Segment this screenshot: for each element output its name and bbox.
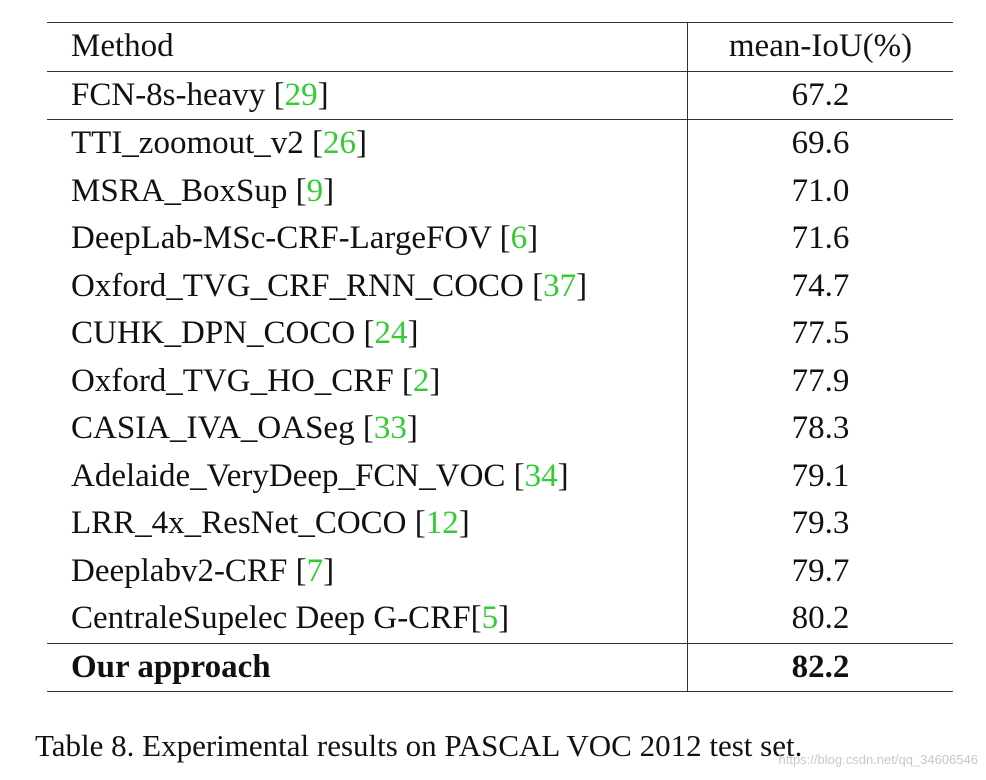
score-cell: 79.7	[791, 552, 850, 589]
score-cell: 71.6	[791, 220, 850, 256]
table-row: Adelaide_VeryDeep_FCN_VOC [34] 79.1	[47, 452, 953, 500]
header-metric: mean-IoU(%)	[687, 22, 953, 71]
score-cell: 79.1	[791, 457, 850, 494]
method-name: Adelaide_VeryDeep_FCN_VOC	[71, 457, 514, 494]
table-row: LRR_4x_ResNet_COCO [12] 79.3	[47, 500, 953, 548]
score-cell: 69.6	[687, 119, 953, 168]
citation-link[interactable]: 26	[323, 125, 357, 161]
method-name: TTI_zoomout_v2	[71, 125, 313, 161]
citation-link[interactable]: 24	[374, 315, 408, 351]
method-name: LRR_4x_ResNet_COCO	[71, 505, 415, 541]
score-cell: 67.2	[687, 70, 953, 120]
method-cell: CUHK_DPN_COCO [24]	[47, 310, 688, 358]
table-caption: Table 8. Experimental results on PASCAL …	[35, 728, 803, 763]
method-cell: LRR_4x_ResNet_COCO [12]	[47, 500, 688, 548]
our-approach-row: Our approach 82.2	[47, 642, 953, 692]
citation-link[interactable]: 12	[425, 505, 459, 541]
method-cell: Oxford_TVG_CRF_RNN_COCO [37]	[47, 262, 688, 310]
table-row: MSRA_BoxSup [9] 71.0	[47, 167, 953, 215]
method-cell: DeepLab-MSc-CRF-LargeFOV [6]	[47, 215, 688, 263]
score-cell: 77.9	[791, 362, 850, 399]
results-table: Method mean-IoU(%) FCN-8s-heavy [29] 67.…	[47, 22, 953, 692]
our-approach-score: 82.2	[687, 642, 953, 692]
method-cell: CASIA_IVA_OASeg [33]	[47, 405, 688, 453]
citation-link[interactable]: 29	[284, 76, 318, 113]
score-cell: 74.7	[791, 267, 850, 304]
table-row: FCN-8s-heavy [29] 67.2	[47, 70, 953, 120]
citation-link[interactable]: 37	[543, 267, 577, 304]
method-cell: Deeplabv2-CRF [7]	[47, 547, 688, 595]
citation-link[interactable]: 34	[524, 457, 558, 494]
table-row: Deeplabv2-CRF [7] 79.7	[47, 547, 953, 595]
citation-link[interactable]: 5	[481, 600, 499, 636]
method-cell: Adelaide_VeryDeep_FCN_VOC [34]	[47, 452, 688, 500]
citation-link[interactable]: 9	[306, 172, 324, 209]
our-approach-name: Our approach	[47, 642, 688, 692]
score-cell: 78.3	[791, 410, 850, 446]
method-name: Deeplabv2-CRF	[71, 552, 296, 589]
table-row: DeepLab-MSc-CRF-LargeFOV [6] 71.6	[47, 215, 953, 263]
method-cell: Oxford_TVG_HO_CRF [2]	[47, 357, 688, 405]
table-row: CASIA_IVA_OASeg [33] 78.3	[47, 405, 953, 453]
method-name: CentraleSupelec Deep G-CRF	[71, 600, 471, 636]
table-row: Oxford_TVG_CRF_RNN_COCO [37] 74.7	[47, 262, 953, 310]
score-cell: 71.0	[791, 172, 850, 209]
citation-link[interactable]: 7	[306, 552, 324, 589]
method-name: Oxford_TVG_CRF_RNN_COCO	[71, 267, 533, 304]
method-name: CASIA_IVA_OASeg	[71, 410, 363, 446]
method-cell: TTI_zoomout_v2 [26]	[47, 119, 688, 168]
header-method: Method	[47, 22, 688, 71]
table-row: CentraleSupelec Deep G-CRF[5] 80.2	[47, 595, 953, 643]
table-row: Oxford_TVG_HO_CRF [2] 77.9	[47, 357, 953, 405]
method-name: DeepLab-MSc-CRF-LargeFOV	[71, 220, 500, 256]
citation-link[interactable]: 6	[510, 220, 528, 256]
table-header-row: Method mean-IoU(%)	[47, 22, 953, 71]
table-row: CUHK_DPN_COCO [24] 77.5	[47, 310, 953, 358]
method-name: FCN-8s-heavy	[71, 76, 274, 113]
citation-link[interactable]: 2	[412, 362, 430, 399]
score-cell: 80.2	[791, 600, 850, 636]
method-name: MSRA_BoxSup	[71, 172, 296, 209]
citation-link[interactable]: 33	[373, 410, 407, 446]
method-name: Oxford_TVG_HO_CRF	[71, 362, 402, 399]
score-cell: 79.3	[791, 505, 850, 541]
method-name: CUHK_DPN_COCO	[71, 315, 364, 351]
method-cell: FCN-8s-heavy [29]	[47, 70, 688, 120]
score-cell: 77.5	[791, 315, 850, 351]
table-row: TTI_zoomout_v2 [26] 69.6	[47, 119, 953, 168]
method-cell: CentraleSupelec Deep G-CRF[5]	[47, 595, 688, 643]
watermark: https://blog.csdn.net/qq_34606546	[778, 752, 979, 767]
method-cell: MSRA_BoxSup [9]	[47, 167, 688, 215]
